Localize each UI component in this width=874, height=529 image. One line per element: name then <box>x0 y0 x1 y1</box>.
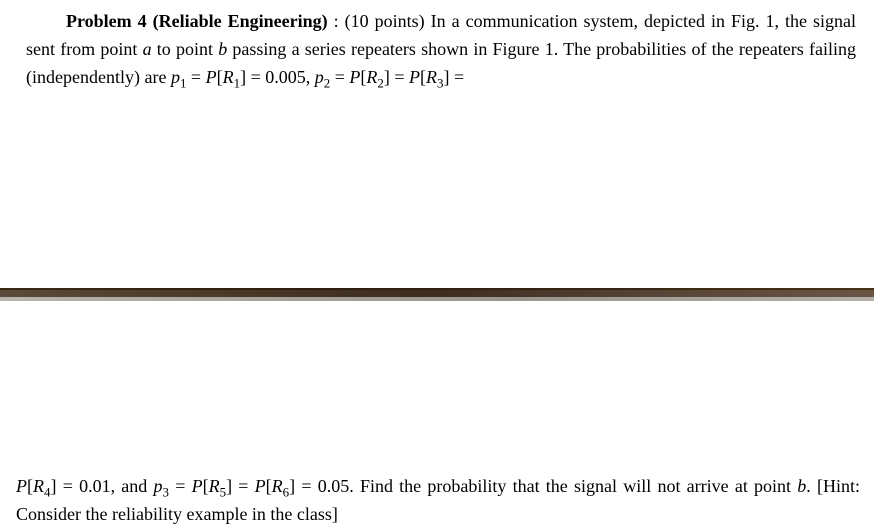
var-b: b <box>218 39 227 59</box>
points: (10 points) <box>345 11 431 31</box>
problem-statement-top: Problem 4 (Reliable Engineering) : (10 p… <box>26 8 856 92</box>
text-1b: to point <box>152 39 219 59</box>
eq6: = 0.05. Find the probability that the si… <box>295 476 797 496</box>
divider-band-2 <box>0 290 874 297</box>
eq5: = <box>169 476 192 496</box>
R5: R <box>209 476 220 496</box>
P6: P <box>255 476 266 496</box>
eq3: = <box>449 67 464 87</box>
R2: R <box>366 67 377 87</box>
P5: P <box>192 476 203 496</box>
p2: p <box>315 67 324 87</box>
P3: P <box>409 67 420 87</box>
page: Problem 4 (Reliable Engineering) : (10 p… <box>0 0 874 529</box>
eq5b: = <box>232 476 255 496</box>
var-a: a <box>143 39 152 59</box>
p3: p <box>154 476 163 496</box>
R4: R <box>33 476 44 496</box>
eq1b: = 0.005, <box>246 67 315 87</box>
p1: p <box>171 67 180 87</box>
R1: R <box>223 67 234 87</box>
eq2b: = <box>390 67 409 87</box>
var-b2: b <box>797 476 806 496</box>
problem-statement-bottom: P[R4] = 0.01, and p3 = P[R5] = P[R6] = 0… <box>16 473 860 529</box>
eq2: = <box>330 67 349 87</box>
page-divider <box>0 288 874 302</box>
P2: P <box>349 67 360 87</box>
R3: R <box>426 67 437 87</box>
R6: R <box>272 476 283 496</box>
divider-band-3 <box>0 297 874 301</box>
eq1: = <box>186 67 205 87</box>
eq4: = 0.01, and <box>56 476 153 496</box>
problem-label: Problem 4 (Reliable Engineering) <box>66 11 328 31</box>
P1: P <box>206 67 217 87</box>
colon: : <box>328 11 345 31</box>
P4: P <box>16 476 27 496</box>
